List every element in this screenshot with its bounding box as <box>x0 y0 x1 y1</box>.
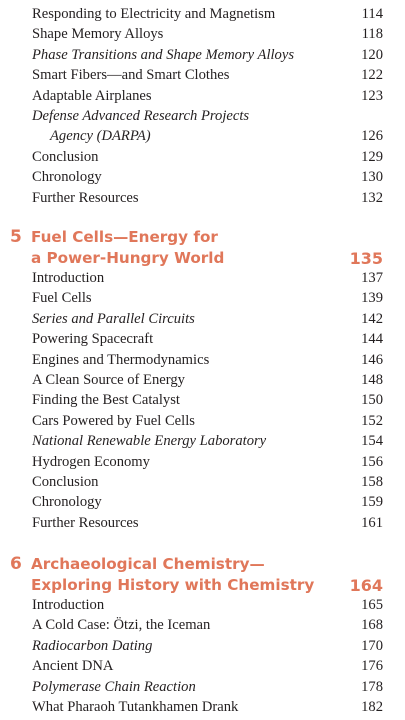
toc-entry[interactable]: Engines and Thermodynamics 146 <box>32 350 383 370</box>
toc-entry-title: National Renewable Energy Laboratory <box>32 433 267 450</box>
toc-entry-page: 148 <box>361 372 383 388</box>
toc-entry-page: 165 <box>361 597 383 613</box>
toc-entry[interactable]: Adaptable Airplanes 123 <box>32 86 383 106</box>
toc-entry[interactable]: Defense Advanced Research Projects <box>32 106 383 126</box>
toc-entry-page: 161 <box>361 514 383 531</box>
toc-entry[interactable]: Polymerase Chain Reaction 178 <box>32 677 383 697</box>
toc-entry-title: Introduction <box>32 270 105 286</box>
toc-entry[interactable]: Introduction 137 <box>32 268 383 288</box>
toc-entry-title: Conclusion <box>32 474 99 490</box>
toc-entry-title: Smart Fibers—and Smart Clothes <box>32 67 230 84</box>
toc-entry[interactable]: Agency (DARPA) 126 <box>32 126 383 146</box>
toc-entry-title: Adaptable Airplanes <box>32 87 152 104</box>
toc-entry-page: 170 <box>361 637 383 654</box>
toc-entry[interactable]: Introduction 165 <box>32 595 383 615</box>
toc-entry-page: 146 <box>361 351 383 368</box>
toc-entry-page: 154 <box>361 433 383 450</box>
toc-entry-title: A Clean Source of Energy <box>32 372 185 388</box>
chapter-6-number: 6 <box>10 554 22 574</box>
toc-entry-title: Phase Transitions and Shape Memory Alloy… <box>32 46 295 63</box>
toc-entry[interactable]: Finding the Best Catalyst 150 <box>32 390 383 410</box>
toc-entry-page: 176 <box>361 658 383 675</box>
toc-entry-page: 182 <box>361 699 383 715</box>
toc-entry-page: 120 <box>361 46 383 63</box>
toc-entry[interactable]: Hydrogen Economy 156 <box>32 452 383 472</box>
toc-entry-title: Shape Memory Alloys <box>32 26 164 43</box>
toc-entry[interactable]: A Cold Case: Ötzi, the Iceman 168 <box>32 615 383 635</box>
toc-entry-page: 142 <box>361 310 383 327</box>
toc-entry[interactable]: Powering Spacecraft 144 <box>32 329 383 349</box>
chapter-5-title-line2: a Power-Hungry World <box>31 249 225 267</box>
toc-entry-title: Chronology <box>32 494 102 511</box>
toc-entry[interactable]: Smart Fibers—and Smart Clothes 122 <box>32 65 383 85</box>
toc-entry[interactable]: National Renewable Energy Laboratory 154 <box>32 431 383 451</box>
toc-entry-title: Cars Powered by Fuel Cells <box>32 412 195 429</box>
toc-entry[interactable]: Ancient DNA 176 <box>32 656 383 676</box>
toc-entry[interactable]: Chronology 159 <box>32 492 383 512</box>
toc-entry[interactable]: Further Resources 132 <box>32 188 383 208</box>
chapter-5-page: 135 <box>349 249 383 268</box>
toc-entry-page: 126 <box>361 128 383 145</box>
toc-entry-title: A Cold Case: Ötzi, the Iceman <box>32 617 211 634</box>
toc-entry-title: What Pharaoh Tutankhamen Drank <box>32 699 239 715</box>
toc-entry-page: 168 <box>361 617 383 634</box>
toc-entry-page: 132 <box>361 189 383 206</box>
toc-entry[interactable]: A Clean Source of Energy 148 <box>32 370 383 390</box>
toc-entry-title: Introduction <box>32 597 105 613</box>
toc-entry-page: 130 <box>361 169 383 186</box>
toc-entry[interactable]: Responding to Electricity and Magnetism 1… <box>32 4 383 24</box>
toc-entry-page: 123 <box>361 87 383 104</box>
toc-entry[interactable]: Cars Powered by Fuel Cells 152 <box>32 411 383 431</box>
toc-entry[interactable]: Fuel Cells 139 <box>32 288 383 308</box>
toc-entry-title: Responding to Electricity and Magnetism <box>32 6 276 22</box>
toc-entry-page: 129 <box>361 148 383 165</box>
toc-entry-page: 114 <box>361 6 383 22</box>
toc-entry-page: 137 <box>361 270 383 286</box>
toc-entry-title: Radiocarbon Dating <box>32 637 153 654</box>
toc-entry[interactable]: Phase Transitions and Shape Memory Alloy… <box>32 45 383 65</box>
toc-entry[interactable]: Series and Parallel Circuits 142 <box>32 309 383 329</box>
toc-entry-page: 152 <box>361 412 383 429</box>
toc-entry[interactable]: Further Resources 161 <box>32 513 383 533</box>
toc-entry-title: Powering Spacecraft <box>32 331 154 348</box>
toc-entry-title: Chronology <box>32 169 102 186</box>
toc-entry-title: Further Resources <box>32 189 139 206</box>
toc-entry-title: Series and Parallel Circuits <box>32 310 195 327</box>
toc-entry[interactable]: Chronology 130 <box>32 167 383 187</box>
toc-entry-title: Conclusion <box>32 148 99 165</box>
chapter-5-title-line1: Fuel Cells—Energy for <box>31 228 218 246</box>
toc-entry-page: 159 <box>361 494 383 511</box>
toc-entry-page: 150 <box>361 392 383 409</box>
toc-entry-page: 118 <box>361 26 383 43</box>
chapter-5-number: 5 <box>10 227 22 247</box>
toc-entry-page: 178 <box>361 678 383 695</box>
toc-entry-title: Ancient DNA <box>32 658 114 675</box>
toc-entry[interactable]: Radiocarbon Dating 170 <box>32 636 383 656</box>
toc-entry-page: 122 <box>361 67 383 84</box>
chapter-6-page: 164 <box>349 576 383 595</box>
toc-entry-title: Engines and Thermodynamics <box>32 351 210 368</box>
toc-entry-title: Finding the Best Catalyst <box>32 392 180 409</box>
chapter-6-title-line1: Archaeological Chemistry— <box>31 555 265 573</box>
chapter-6-title-line2: Exploring History with Chemistry <box>31 576 315 594</box>
toc-entry-title: Agency (DARPA) <box>50 128 151 145</box>
toc-entry-title: Further Resources <box>32 514 139 531</box>
toc-entry-title: Hydrogen Economy <box>32 453 150 470</box>
toc-entry-title: Defense Advanced Research Projects <box>32 108 250 124</box>
toc-entry-page: 144 <box>361 331 383 348</box>
toc-entry[interactable]: Conclusion 129 <box>32 147 383 167</box>
toc-entry-title: Polymerase Chain Reaction <box>32 678 196 695</box>
toc-entry[interactable]: Shape Memory Alloys 118 <box>32 24 383 44</box>
toc-entry[interactable]: What Pharaoh Tutankhamen Drank 182 <box>32 697 383 717</box>
toc-entry[interactable]: Conclusion 158 <box>32 472 383 492</box>
toc-entry-page: 139 <box>361 290 383 307</box>
toc-entry-page: 158 <box>361 474 383 490</box>
toc-entry-title: Fuel Cells <box>32 290 92 307</box>
toc-entry-page: 156 <box>361 453 383 470</box>
